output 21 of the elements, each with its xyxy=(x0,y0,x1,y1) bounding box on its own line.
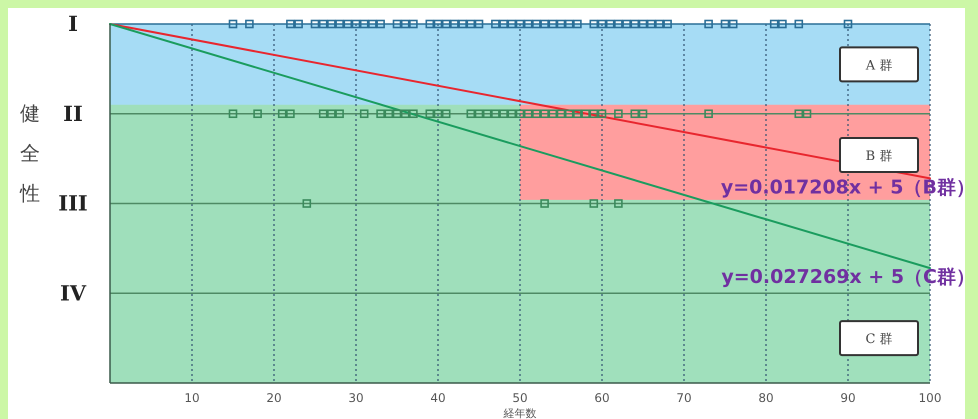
ref-line-label: III xyxy=(58,190,88,216)
series-label: C 群 xyxy=(865,332,893,348)
x-tick-label: 60 xyxy=(594,391,610,405)
x-tick-label: 80 xyxy=(758,391,774,405)
ref-line-label: IV xyxy=(60,280,87,306)
ref-line-label: I xyxy=(68,11,78,36)
x-tick-label: 50 xyxy=(512,391,528,405)
series-label: A 群 xyxy=(864,58,892,74)
ref-line-label: II xyxy=(63,100,83,126)
y-axis-title: 健全性 xyxy=(19,101,40,205)
x-tick-label: 20 xyxy=(266,391,282,405)
x-tick-label: 70 xyxy=(676,391,692,405)
series-label: y=0.017208x + 5（B群） xyxy=(720,176,975,198)
x-tick-label: 90 xyxy=(840,391,856,405)
x-axis-title: 経年数 xyxy=(502,407,536,419)
series-label: B 群 xyxy=(866,149,892,164)
x-tick-label: 10 xyxy=(184,391,200,405)
x-tick-label: 30 xyxy=(348,391,364,405)
x-tick-label: 40 xyxy=(430,391,446,405)
series-label: y=0.027269x + 5（C群） xyxy=(721,266,975,288)
x-tick-label: 100 xyxy=(918,391,942,405)
